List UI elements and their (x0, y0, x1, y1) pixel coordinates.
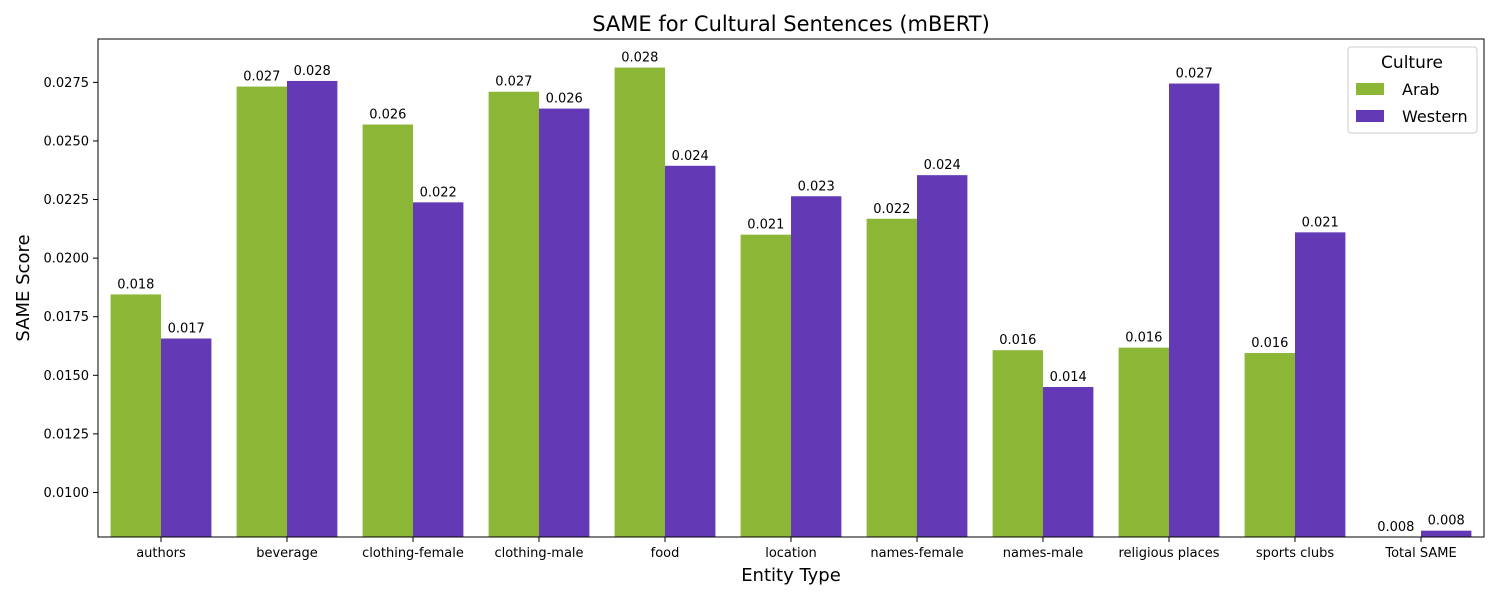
bar-arab-7 (992, 350, 1043, 537)
y-tick-label: 0.0150 (44, 369, 90, 384)
x-tick-label: authors (136, 546, 186, 561)
data-label-arab-9: 0.016 (1251, 336, 1288, 351)
y-axis-title: SAME Score (13, 234, 34, 341)
data-label-western-10: 0.008 (1428, 514, 1465, 529)
x-tick-label: names-male (1003, 546, 1084, 561)
data-label-western-2: 0.022 (420, 185, 457, 200)
bar-western-4 (665, 165, 716, 537)
bar-western-9 (1295, 232, 1346, 537)
legend-label-arab: Arab (1402, 80, 1439, 99)
data-label-western-0: 0.017 (168, 322, 205, 337)
bar-western-6 (917, 175, 968, 537)
y-tick-label: 0.0100 (44, 486, 90, 501)
bar-western-2 (413, 202, 464, 537)
bar-western-8 (1169, 83, 1220, 537)
y-tick-label: 0.0175 (44, 310, 90, 325)
data-label-western-6: 0.024 (924, 158, 961, 173)
bar-arab-9 (1244, 353, 1295, 537)
legend-swatch-arab (1356, 83, 1384, 95)
bar-western-5 (791, 196, 842, 537)
bar-arab-6 (866, 218, 917, 537)
data-label-arab-5: 0.021 (747, 218, 784, 233)
x-axis-title: Entity Type (741, 565, 841, 586)
bar-arab-0 (110, 294, 161, 537)
x-tick-label: beverage (256, 546, 318, 561)
bar-western-0 (161, 338, 212, 537)
data-label-arab-6: 0.022 (873, 202, 910, 217)
chart-title: SAME for Cultural Sentences (mBERT) (592, 12, 990, 36)
bar-western-10 (1421, 530, 1472, 537)
data-label-arab-8: 0.016 (1125, 331, 1162, 346)
y-tick-label: 0.0250 (44, 134, 90, 149)
data-label-western-3: 0.026 (546, 92, 583, 107)
x-tick-label: names-female (870, 546, 963, 561)
data-label-western-8: 0.027 (1176, 67, 1213, 82)
bar-arab-1 (236, 86, 287, 537)
bar-western-3 (539, 108, 590, 537)
x-tick-label: Total SAME (1384, 546, 1456, 561)
data-label-arab-10: 0.008 (1377, 520, 1414, 535)
bar-western-1 (287, 80, 338, 537)
legend-title: Culture (1381, 53, 1443, 73)
y-tick-label: 0.0125 (44, 427, 90, 442)
x-tick-label: food (651, 546, 680, 561)
data-label-arab-0: 0.018 (117, 277, 154, 292)
y-tick-label: 0.0275 (44, 76, 90, 91)
x-tick-label: religious places (1119, 546, 1220, 561)
data-label-arab-4: 0.028 (621, 51, 658, 66)
data-label-western-1: 0.028 (294, 64, 331, 79)
data-labels-layer: 0.018 0.017 0.027 0.028 0.026 0.022 0.027 0.026… (117, 51, 1465, 535)
data-label-western-7: 0.014 (1050, 370, 1087, 385)
legend-label-western: Western (1402, 107, 1468, 126)
legend: Culture Arab Western (1347, 46, 1478, 134)
data-label-arab-3: 0.027 (495, 75, 532, 90)
x-axis: authors beverage clothing-female clothing-m… (136, 537, 1457, 561)
x-tick-label: clothing-female (362, 546, 464, 561)
x-tick-label: location (765, 546, 817, 561)
bar-arab-8 (1118, 347, 1169, 537)
data-label-arab-2: 0.026 (369, 108, 406, 123)
x-tick-label: sports clubs (1256, 546, 1335, 561)
bar-arab-2 (362, 124, 413, 537)
data-label-arab-1: 0.027 (243, 70, 280, 85)
bar-arab-3 (488, 91, 539, 537)
data-label-western-4: 0.024 (672, 149, 709, 164)
data-label-arab-7: 0.016 (999, 333, 1036, 348)
bar-western-7 (1043, 387, 1094, 537)
legend-swatch-western (1356, 110, 1384, 122)
bar-arab-4 (614, 67, 665, 537)
y-axis: 0.0100 0.0125 0.0150 0.0175 0.0200 0.0225 0.02… (44, 76, 98, 501)
x-tick-label: clothing-male (494, 546, 583, 561)
data-label-western-9: 0.021 (1302, 215, 1339, 230)
bars-layer (110, 67, 1472, 537)
y-tick-label: 0.0225 (44, 193, 90, 208)
bar-arab-5 (740, 234, 791, 537)
data-label-western-5: 0.023 (798, 179, 835, 194)
y-tick-label: 0.0200 (44, 252, 90, 267)
